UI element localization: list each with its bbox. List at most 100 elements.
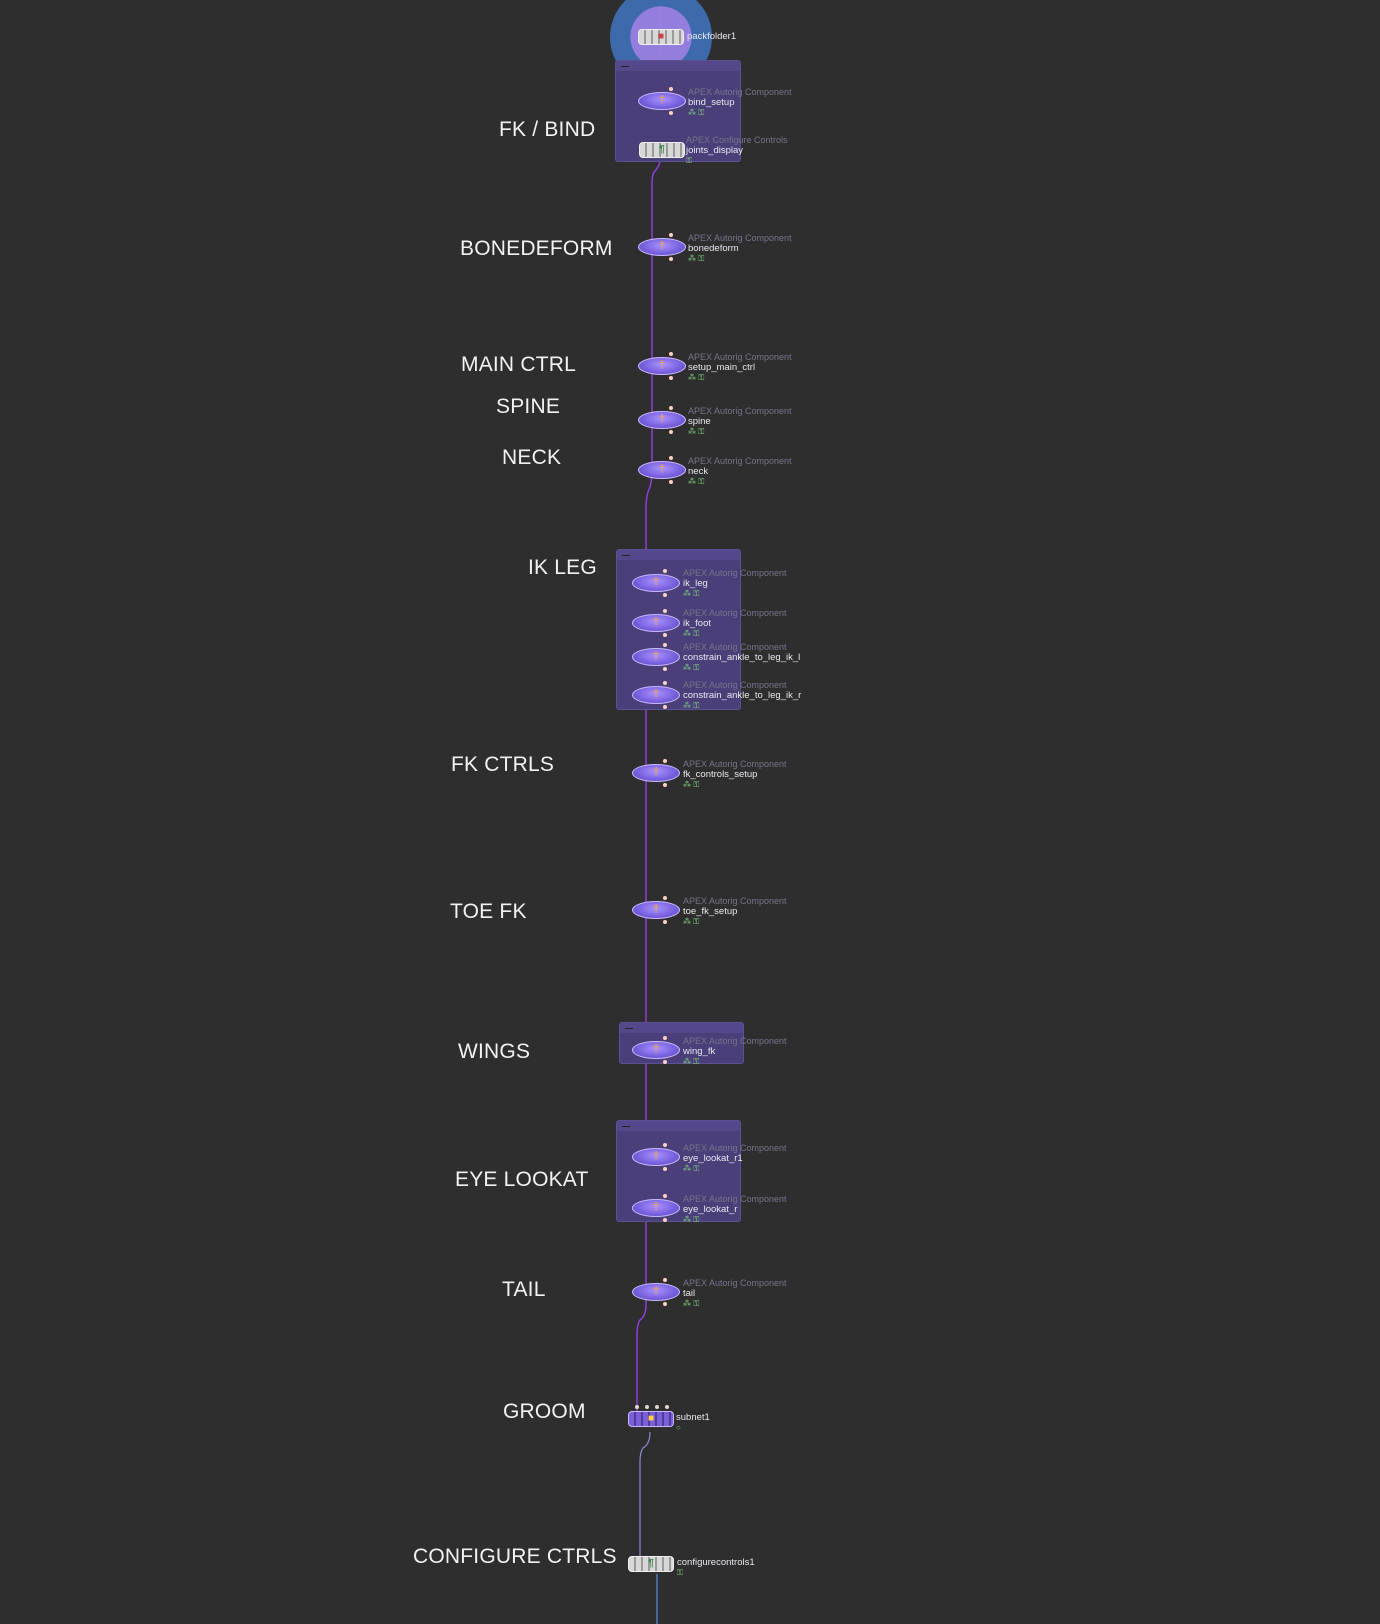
section-label-fk-bind: FK / BIND — [499, 118, 596, 141]
node-neck[interactable]: † — [638, 456, 686, 484]
autorig-component-icon: † — [652, 576, 660, 588]
node-joints-display[interactable]: ¶ — [639, 142, 685, 158]
input-connector[interactable] — [663, 1143, 667, 1147]
output-connector[interactable] — [663, 633, 667, 637]
output-connector[interactable] — [669, 480, 673, 484]
autorig-component-icon: † — [652, 1150, 660, 1162]
node-flag-icons: ⁂ ⚿ — [683, 701, 700, 710]
node-body[interactable] — [638, 357, 686, 375]
netbox-ik-leg[interactable] — [616, 549, 741, 710]
input-connector[interactable] — [669, 406, 673, 410]
node-body[interactable] — [628, 1411, 674, 1427]
node-flag-icons: ⁂ ⚿ — [683, 1299, 700, 1308]
node-eye-lookat-r1[interactable]: † — [632, 1143, 680, 1171]
node-flag-icons: ⁂ ⚿ — [683, 1215, 700, 1224]
node-label-spine: APEX Autorig Component spine ⁂ ⚿ — [688, 406, 792, 436]
input-connector[interactable] — [669, 233, 673, 237]
section-label-neck: NECK — [502, 446, 562, 469]
node-toe-fk-setup[interactable]: † — [632, 896, 680, 924]
section-label-toe-fk: TOE FK — [450, 900, 527, 923]
node-ik-foot[interactable]: † — [632, 609, 680, 637]
node-tail[interactable]: † — [632, 1278, 680, 1306]
section-label-eye-lookat: EYE LOOKAT — [455, 1168, 589, 1191]
node-body[interactable] — [632, 574, 680, 592]
node-bonedeform[interactable]: † — [638, 233, 686, 261]
input-connector[interactable] — [669, 456, 673, 460]
input-connector[interactable] — [663, 759, 667, 763]
node-body[interactable] — [638, 238, 686, 256]
netbox-collapse-bar[interactable] — [620, 1023, 743, 1033]
node-body[interactable] — [632, 1199, 680, 1217]
configure-controls-icon: ¶ — [659, 144, 665, 155]
output-connector[interactable] — [663, 667, 667, 671]
output-connector[interactable] — [663, 705, 667, 709]
input-connector[interactable] — [669, 352, 673, 356]
node-body[interactable] — [632, 614, 680, 632]
node-fk-controls-setup[interactable]: † — [632, 759, 680, 787]
output-connector[interactable] — [663, 1060, 667, 1064]
node-label-eye-lookat-r: APEX Autorig Component eye_lookat_r ⁂ ⚿ — [683, 1194, 787, 1224]
autorig-component-icon: † — [652, 1201, 660, 1213]
node-label-configurecontrols1: configurecontrols1 ⚿ — [677, 1557, 755, 1577]
node-spine[interactable]: † — [638, 406, 686, 434]
input-connector[interactable] — [669, 87, 673, 91]
node-subnet1[interactable]: ■ — [628, 1411, 674, 1427]
output-connector[interactable] — [669, 430, 673, 434]
node-body[interactable] — [632, 1148, 680, 1166]
node-body[interactable] — [632, 648, 680, 666]
node-eye-lookat-r[interactable]: † — [632, 1194, 680, 1222]
netbox-collapse-bar[interactable] — [616, 61, 740, 71]
node-wing-fk[interactable]: † — [632, 1036, 680, 1064]
output-connector[interactable] — [663, 920, 667, 924]
node-body[interactable] — [628, 1556, 674, 1572]
node-flag-icons: ⁂ ⚿ — [688, 427, 705, 436]
node-packfolder1[interactable]: ■ — [638, 29, 684, 45]
input-connector[interactable] — [663, 609, 667, 613]
autorig-component-icon: † — [652, 1043, 660, 1055]
output-connector[interactable] — [663, 1218, 667, 1222]
node-body[interactable] — [638, 461, 686, 479]
output-connector[interactable] — [669, 111, 673, 115]
node-constrain-ankle-l[interactable]: † — [632, 643, 680, 671]
netbox-collapse-bar[interactable] — [617, 550, 740, 560]
autorig-component-icon: † — [652, 766, 660, 778]
netbox-collapse-bar[interactable] — [617, 1121, 740, 1131]
output-connector[interactable] — [669, 257, 673, 261]
output-connector[interactable] — [663, 783, 667, 787]
node-body[interactable] — [632, 1041, 680, 1059]
configure-controls-icon: ¶ — [648, 1558, 654, 1569]
wire-to-groom — [636, 1303, 647, 1414]
node-bind-setup[interactable]: † — [638, 87, 686, 115]
input-connector[interactable] — [663, 681, 667, 685]
output-connector[interactable] — [669, 376, 673, 380]
input-connector[interactable] — [663, 896, 667, 900]
node-label-bonedeform: APEX Autorig Component bonedeform ⁂ ⚿ — [688, 233, 792, 263]
input-connector[interactable] — [663, 1278, 667, 1282]
node-body[interactable] — [638, 411, 686, 429]
node-body[interactable] — [632, 764, 680, 782]
node-label-ik-foot: APEX Autorig Component ik_foot ⁂ ⚿ — [683, 608, 787, 638]
output-connector[interactable] — [663, 1167, 667, 1171]
node-configurecontrols1[interactable]: ¶ — [628, 1556, 674, 1572]
node-body[interactable] — [632, 686, 680, 704]
node-label-fk-controls-setup: APEX Autorig Component fk_controls_setup… — [683, 759, 787, 789]
output-connector[interactable] — [663, 593, 667, 597]
node-body[interactable] — [638, 29, 684, 45]
output-connector[interactable] — [663, 1302, 667, 1306]
node-body[interactable] — [632, 901, 680, 919]
node-flag-icons: ⚿ — [677, 1568, 684, 1577]
node-body[interactable] — [632, 1283, 680, 1301]
subnet-input-connectors[interactable] — [634, 1403, 674, 1411]
node-body[interactable] — [638, 92, 686, 110]
input-connector[interactable] — [663, 1194, 667, 1198]
node-setup-main-ctrl[interactable]: † — [638, 352, 686, 380]
autorig-component-icon: † — [652, 616, 660, 628]
input-connector[interactable] — [663, 1036, 667, 1040]
node-constrain-ankle-r[interactable]: † — [632, 681, 680, 709]
node-ik-leg[interactable]: † — [632, 569, 680, 597]
input-connector[interactable] — [663, 643, 667, 647]
autorig-component-icon: † — [658, 463, 666, 475]
input-connector[interactable] — [663, 569, 667, 573]
node-body[interactable] — [639, 142, 685, 158]
